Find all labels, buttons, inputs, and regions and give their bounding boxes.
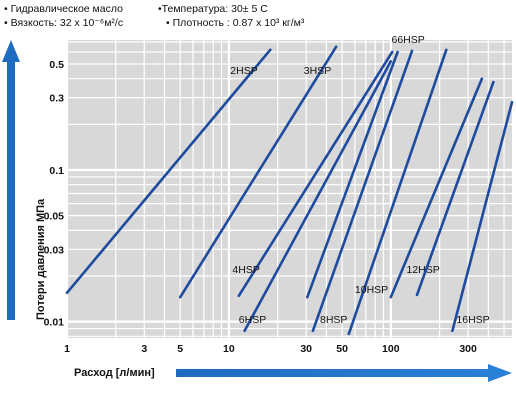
x-tick-label: 1 [64,343,70,355]
series-layer: 2HSP 3HSP 4HSP 6HSP 66HSP 8HSP 10HSP 12HSP 16HSP [65,34,514,336]
y-tick-label: 0.03 [44,244,65,256]
x-tick-labels: 1 3 5 10 30 50 100 300 [64,343,477,355]
series-label-6hsp: 6HSP [239,314,266,326]
y-tick-label: 0.05 [44,211,65,223]
header-fluid: • Гидравлическое масло [4,3,123,15]
series-line-3hsp [178,45,338,299]
header-viscosity: • Вязкость: 32 x 10⁻⁶м²/c [4,17,123,29]
series-line-6hsp [243,60,393,333]
x-tick-label: 300 [459,343,477,355]
series-line-8hsp [311,49,414,333]
y-tick-label: 0.01 [44,317,65,329]
series-label-2hsp: 2HSP [230,65,257,77]
x-axis-arrow-head [488,364,512,382]
series-label-4hsp: 4HSP [232,264,259,276]
series-label-12hsp: 12HSP [407,264,440,276]
y-axis-arrow-shaft [7,58,15,320]
x-axis-arrow-shaft [176,369,492,377]
series-label-8hsp: 8HSP [320,314,347,326]
grid-lines [65,40,512,338]
x-axis-title: Расход [л/мин] [74,367,155,379]
y-axis-arrow-head [2,40,20,62]
series-line-12hsp [389,77,484,299]
x-tick-label: 10 [223,343,235,355]
series-label-3hsp: 3HSP [304,65,331,77]
series-line-16hsp [451,100,514,333]
x-tick-label: 100 [382,343,400,355]
x-tick-label: 5 [177,343,183,355]
y-axis-title: Потери давления МПа [35,198,47,320]
series-label-16hsp: 16HSP [456,314,489,326]
series-line-unlabeled-9 [415,80,495,297]
y-tick-labels: 0.01 0.03 0.05 0.1 0.3 0.5 [44,59,65,329]
series-line-66hsp [305,50,399,299]
series-line-10hsp [347,48,448,336]
y-tick-label: 0.1 [49,165,64,177]
y-tick-label: 0.3 [49,93,64,105]
header-temperature: •Температура: 30± 5 C [158,3,268,15]
series-label-66hsp: 66HSP [392,34,425,46]
plot-area [67,40,512,338]
x-tick-label: 50 [336,343,348,355]
series-line-4hsp [237,50,394,298]
y-tick-label: 0.5 [49,59,64,71]
series-line-2hsp [65,48,272,295]
series-label-10hsp: 10HSP [355,284,388,296]
x-tick-label: 30 [300,343,312,355]
x-tick-label: 3 [141,343,147,355]
header-density: • Плотность : 0.87 x 10³ кг/м³ [166,17,305,29]
